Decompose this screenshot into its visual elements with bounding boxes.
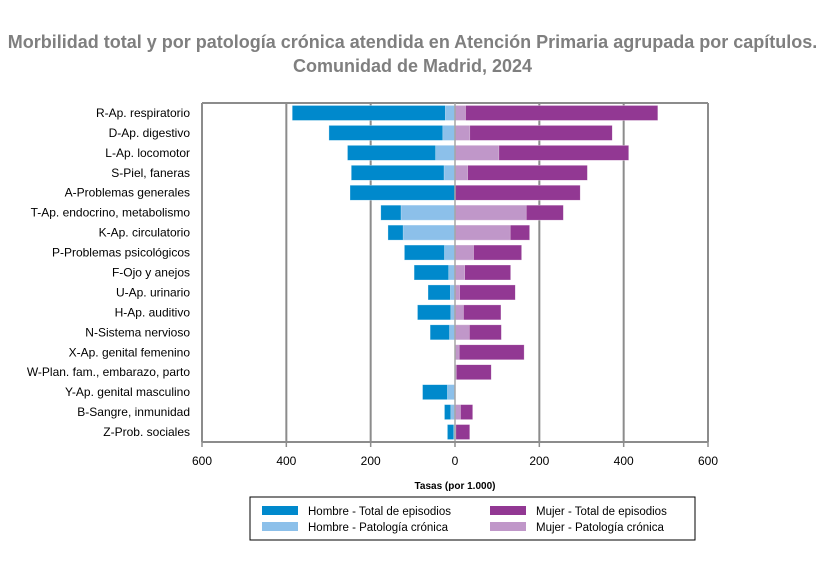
bar-hombre-total-de-episodios xyxy=(417,304,456,321)
bar-hombre-patolog-a-cr-nica xyxy=(442,125,456,141)
legend-label: Mujer - Patología crónica xyxy=(536,522,664,534)
category-label: A-Problemas generales xyxy=(65,186,190,200)
category-label: N-Sistema nervioso xyxy=(85,325,190,339)
x-tick-label: 200 xyxy=(361,454,381,468)
bar-hombre-patolog-a-cr-nica xyxy=(400,204,456,221)
x-axis-label: Tasas (por 1.000) xyxy=(415,481,496,492)
bar-hombre-patolog-a-cr-nica xyxy=(448,264,456,281)
category-label: Z-Prob. sociales xyxy=(103,425,190,439)
bar-hombre-patolog-a-cr-nica xyxy=(447,384,456,400)
chart-title: Morbilidad total y por patología crónica… xyxy=(7,32,818,76)
legend-swatch xyxy=(262,522,298,531)
category-label: S-Piel, faneras xyxy=(111,166,190,180)
category-label: L-Ap. locomotor xyxy=(105,146,190,160)
bar-hombre-patolog-a-cr-nica xyxy=(435,145,456,161)
bar-hombre-patolog-a-cr-nica xyxy=(445,105,456,121)
x-tick-label: 600 xyxy=(698,454,718,468)
legend-label: Hombre - Total de episodios xyxy=(308,506,451,518)
bar-mujer-patolog-a-cr-nica xyxy=(454,125,471,141)
bar-mujer-patolog-a-cr-nica xyxy=(454,164,468,181)
category-label: D-Ap. digestivo xyxy=(109,126,191,140)
legend-swatch xyxy=(262,506,298,515)
bar-mujer-total-de-episodios xyxy=(454,284,516,301)
bar-mujer-patolog-a-cr-nica xyxy=(454,404,461,420)
category-label: T-Ap. endocrino, metabolismo xyxy=(31,206,191,220)
category-label: K-Ap. circulatorio xyxy=(99,226,191,240)
bar-hombre-patolog-a-cr-nica xyxy=(444,244,456,261)
legend-swatch xyxy=(490,522,526,531)
x-tick-label: 400 xyxy=(614,454,634,468)
bar-mujer-patolog-a-cr-nica xyxy=(454,304,464,321)
bar-mujer-patolog-a-cr-nica xyxy=(454,204,527,221)
bar-hombre-total-de-episodios xyxy=(349,184,456,201)
bar-mujer-patolog-a-cr-nica xyxy=(454,324,470,341)
category-label: F-Ojo y anejos xyxy=(112,266,190,280)
bar-mujer-total-de-episodios xyxy=(454,364,492,381)
bar-mujer-total-de-episodios xyxy=(454,344,525,361)
category-label: X-Ap. genital femenino xyxy=(69,345,191,359)
legend-swatch xyxy=(490,506,526,515)
category-label: R-Ap. respiratorio xyxy=(96,106,190,120)
bar-mujer-total-de-episodios xyxy=(454,125,613,141)
category-label: H-Ap. auditivo xyxy=(115,305,191,319)
bar-mujer-total-de-episodios xyxy=(454,184,581,201)
category-label: B-Sangre, inmunidad xyxy=(77,405,190,419)
x-tick-label: 0 xyxy=(452,454,459,468)
category-label: Y-Ap. genital masculino xyxy=(65,385,190,399)
legend-label: Mujer - Total de episodios xyxy=(536,506,667,518)
bar-mujer-total-de-episodios xyxy=(454,105,659,121)
bar-mujer-total-de-episodios xyxy=(454,424,471,440)
bar-mujer-patolog-a-cr-nica xyxy=(454,105,466,121)
bar-hombre-patolog-a-cr-nica xyxy=(402,224,456,241)
category-label: U-Ap. urinario xyxy=(116,285,190,299)
bar-hombre-patolog-a-cr-nica xyxy=(449,324,456,341)
bar-mujer-patolog-a-cr-nica xyxy=(454,145,500,161)
x-tick-label: 400 xyxy=(276,454,296,468)
bar-mujer-patolog-a-cr-nica xyxy=(454,264,465,281)
x-tick-label: 600 xyxy=(192,454,212,468)
bar-mujer-patolog-a-cr-nica xyxy=(454,224,511,241)
category-label: W-Plan. fam., embarazo, parto xyxy=(27,365,191,379)
bar-hombre-total-de-episodios xyxy=(328,125,456,141)
bar-mujer-total-de-episodios xyxy=(454,164,588,181)
bar-hombre-total-de-episodios xyxy=(291,105,456,121)
legend-box xyxy=(249,496,696,541)
bar-mujer-patolog-a-cr-nica xyxy=(454,244,474,261)
category-label: P-Problemas psicológicos xyxy=(52,246,190,260)
x-tick-label: 200 xyxy=(529,454,549,468)
bar-hombre-total-de-episodios xyxy=(350,164,456,181)
legend-label: Hombre - Patología crónica xyxy=(308,522,449,534)
bar-hombre-patolog-a-cr-nica xyxy=(443,164,456,181)
